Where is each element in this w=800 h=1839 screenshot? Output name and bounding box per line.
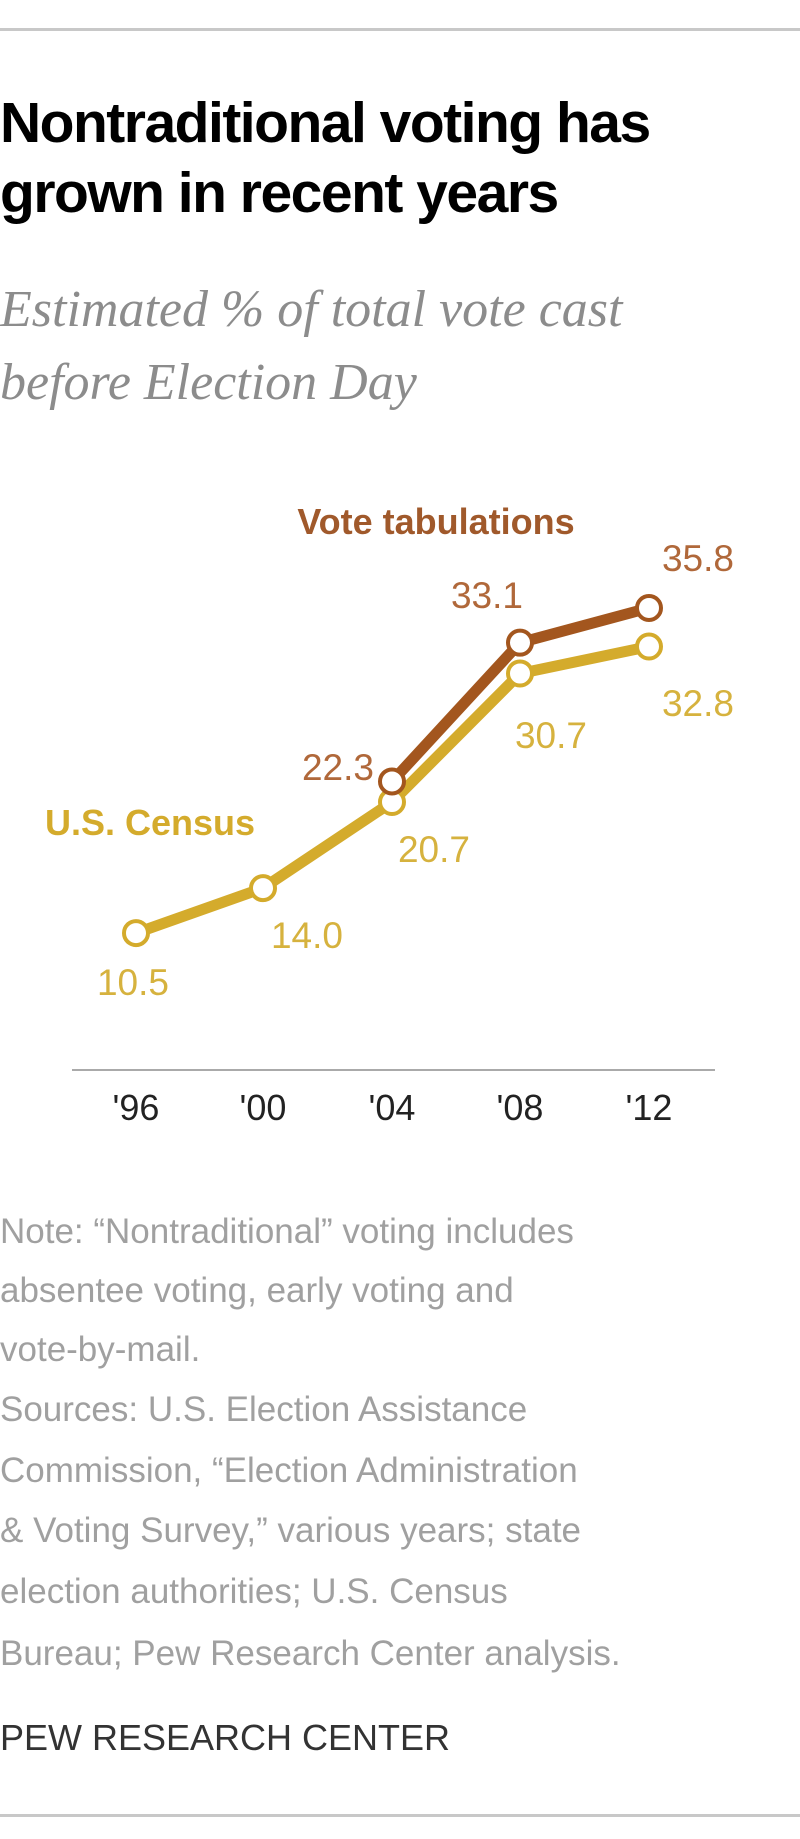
note-line: Note: “Nontraditional” voting includes xyxy=(0,1212,574,1251)
data-point-marker xyxy=(506,659,534,688)
x-tick-label: '08 xyxy=(497,1087,544,1128)
data-label: 35.8 xyxy=(662,538,734,579)
data-label: 22.3 xyxy=(302,747,374,788)
data-point-marker xyxy=(122,919,150,948)
note-line: absentee voting, early voting and xyxy=(0,1271,514,1310)
series-label-vote-tabulations: Vote tabulations xyxy=(297,501,574,542)
data-point-marker xyxy=(635,593,663,622)
top-rule xyxy=(0,28,800,31)
data-point-marker xyxy=(506,628,534,657)
data-label: 32.8 xyxy=(662,683,734,724)
data-label: 14.0 xyxy=(271,915,343,956)
source-line: Commission, “Election Administration xyxy=(0,1451,578,1490)
chart-title-line-2: grown in recent years xyxy=(0,161,559,225)
x-tick-label: '04 xyxy=(369,1087,416,1128)
data-point-marker xyxy=(378,767,406,796)
x-tick-label: '96 xyxy=(113,1087,160,1128)
bottom-rule xyxy=(0,1814,800,1817)
note-line: vote-by-mail. xyxy=(0,1330,201,1369)
data-label: 30.7 xyxy=(515,715,587,756)
source-line: Bureau; Pew Research Center analysis. xyxy=(0,1634,621,1673)
line-chart: '96 '00 '04 '08 '12 10.5 14.0 20.7 30.7 32.8 U.S. … xyxy=(45,501,734,1128)
chart-title-line-1: Nontraditional voting has xyxy=(0,91,651,155)
data-point-marker xyxy=(635,632,663,661)
x-tick-label: '12 xyxy=(626,1087,673,1128)
data-label: 10.5 xyxy=(97,962,169,1003)
source-line: Sources: U.S. Election Assistance xyxy=(0,1390,528,1429)
series-label-us-census: U.S. Census xyxy=(45,802,255,843)
chart-subtitle-line-1: Estimated % of total vote cast xyxy=(0,281,623,338)
pew-research-center-logo: PEW RESEARCH CENTER xyxy=(0,1717,451,1758)
data-point-marker xyxy=(249,874,277,903)
x-tick-label: '00 xyxy=(240,1087,287,1128)
chart-subtitle-line-2: before Election Day xyxy=(0,354,417,411)
source-line: election authorities; U.S. Census xyxy=(0,1572,508,1611)
data-label: 33.1 xyxy=(451,575,523,616)
source-line: & Voting Survey,” various years; state xyxy=(0,1511,582,1550)
data-label: 20.7 xyxy=(398,829,470,870)
